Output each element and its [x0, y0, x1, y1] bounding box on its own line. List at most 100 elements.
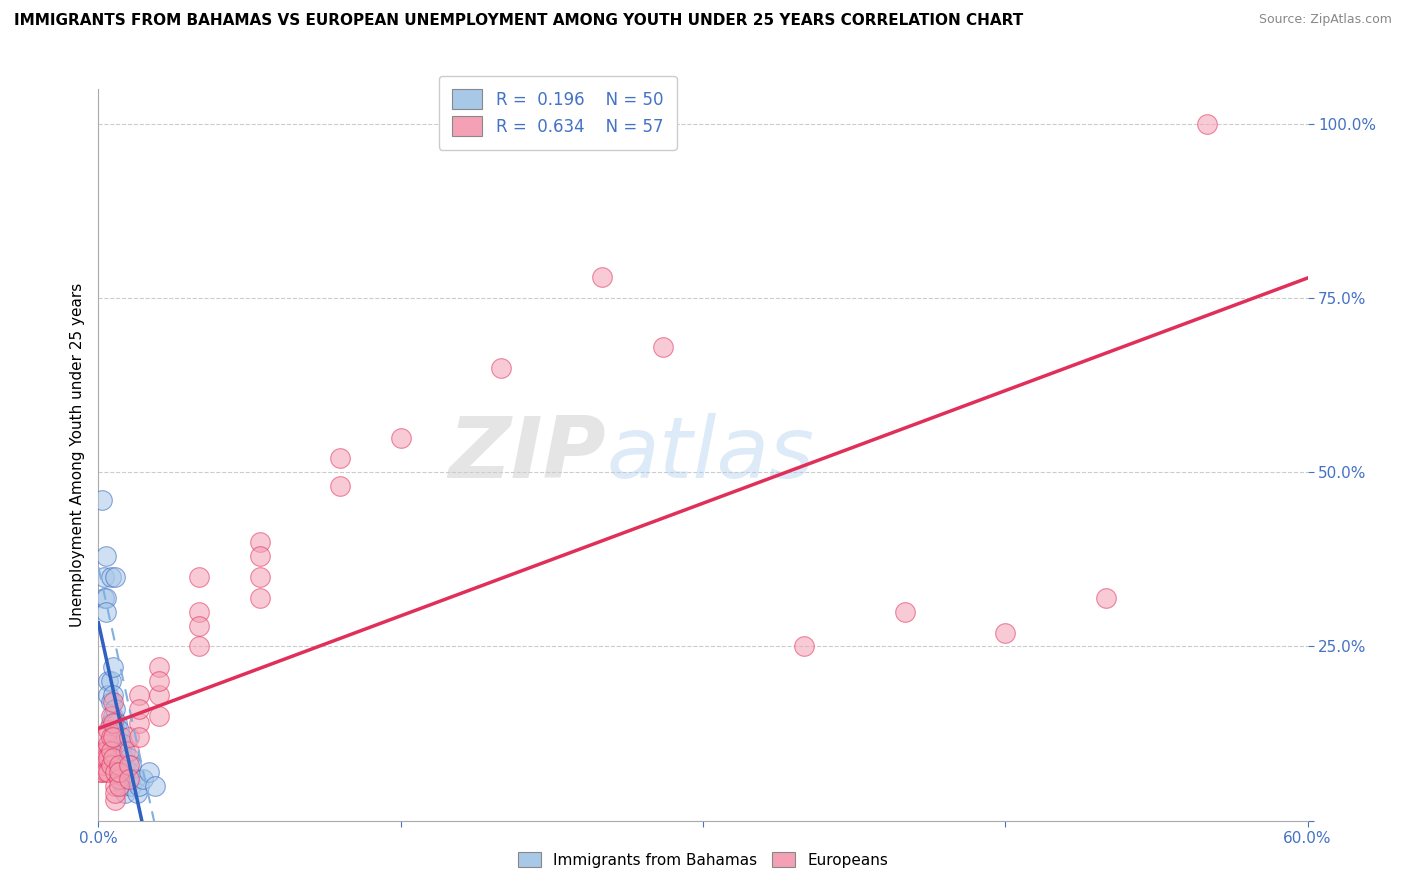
Point [101, 695, 124, 709]
Point [103, 702, 125, 716]
Point [103, 786, 125, 800]
Point [107, 764, 129, 779]
Point [96, 591, 118, 605]
Point [249, 591, 271, 605]
Point [107, 779, 129, 793]
Text: atlas: atlas [606, 413, 814, 497]
Point [114, 744, 136, 758]
Point [101, 730, 124, 744]
Point [188, 605, 211, 619]
Point [97, 723, 120, 737]
Point [118, 764, 141, 779]
Point [100, 730, 122, 744]
Point [100, 744, 122, 758]
Point [118, 772, 141, 786]
Point [329, 451, 352, 466]
Point [120, 779, 142, 793]
Point [107, 772, 129, 786]
Point [107, 758, 129, 772]
Point [93, 758, 115, 772]
Point [103, 764, 125, 779]
Point [188, 640, 211, 654]
Point [97, 764, 120, 779]
Point [97, 674, 120, 689]
Point [132, 772, 155, 786]
Point [100, 674, 122, 689]
Point [591, 270, 613, 285]
Point [110, 730, 132, 744]
Point [148, 674, 170, 689]
Point [91, 764, 114, 779]
Point [651, 340, 673, 354]
Point [93, 751, 115, 765]
Point [114, 758, 136, 772]
Point [93, 744, 115, 758]
Point [103, 779, 125, 793]
Point [91, 751, 114, 765]
Point [125, 786, 148, 800]
Point [100, 570, 122, 584]
Point [111, 779, 134, 793]
Point [120, 758, 142, 772]
Point [107, 764, 129, 779]
Point [893, 605, 915, 619]
Point [105, 716, 128, 731]
Point [128, 779, 150, 793]
Point [103, 716, 125, 731]
Point [110, 772, 132, 786]
Point [118, 744, 141, 758]
Point [793, 640, 815, 654]
Point [100, 758, 122, 772]
Point [96, 764, 118, 779]
Point [148, 688, 170, 702]
Point [105, 730, 128, 744]
Point [105, 744, 128, 758]
Point [118, 758, 141, 772]
Point [101, 716, 124, 731]
Point [124, 772, 146, 786]
Point [110, 744, 132, 758]
Point [101, 709, 124, 723]
Point [249, 570, 271, 584]
Point [1195, 117, 1218, 131]
Point [97, 688, 120, 702]
Point [118, 751, 141, 765]
Point [128, 730, 150, 744]
Point [249, 549, 271, 563]
Text: Source: ZipAtlas.com: Source: ZipAtlas.com [1258, 13, 1392, 27]
Point [111, 737, 134, 751]
Point [100, 709, 122, 723]
Point [118, 730, 141, 744]
Point [93, 591, 115, 605]
Text: IMMIGRANTS FROM BAHAMAS VS EUROPEAN UNEMPLOYMENT AMONG YOUTH UNDER 25 YEARS CORR: IMMIGRANTS FROM BAHAMAS VS EUROPEAN UNEM… [14, 13, 1024, 29]
Point [188, 618, 211, 632]
Point [111, 764, 134, 779]
Point [114, 786, 136, 800]
Point [96, 605, 118, 619]
Point [143, 779, 166, 793]
Legend: Immigrants from Bahamas, Europeans: Immigrants from Bahamas, Europeans [510, 844, 896, 875]
Point [128, 702, 150, 716]
Point [103, 570, 125, 584]
Point [994, 625, 1017, 640]
Point [138, 764, 160, 779]
Point [97, 751, 120, 765]
Legend: R =  0.196    N = 50, R =  0.634    N = 57: R = 0.196 N = 50, R = 0.634 N = 57 [439, 76, 676, 150]
Point [91, 493, 114, 508]
Point [1095, 591, 1118, 605]
Point [105, 758, 128, 772]
Point [96, 730, 118, 744]
Point [100, 716, 122, 731]
Point [89, 758, 111, 772]
Point [111, 751, 134, 765]
Point [110, 758, 132, 772]
Point [107, 751, 129, 765]
Y-axis label: Unemployment Among Youth under 25 years: Unemployment Among Youth under 25 years [69, 283, 84, 627]
Point [249, 535, 271, 549]
Point [93, 570, 115, 584]
Point [96, 744, 118, 758]
Point [103, 793, 125, 807]
Point [101, 730, 124, 744]
Point [114, 772, 136, 786]
Point [97, 737, 120, 751]
